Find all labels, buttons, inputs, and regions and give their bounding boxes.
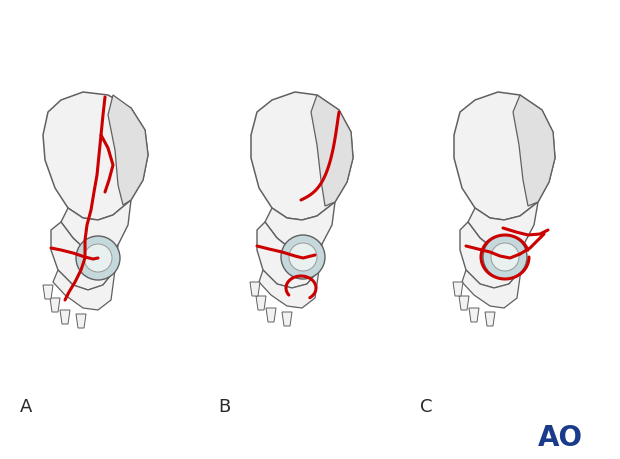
- Circle shape: [281, 235, 325, 279]
- Polygon shape: [43, 92, 148, 220]
- Polygon shape: [282, 312, 292, 326]
- Polygon shape: [61, 200, 131, 255]
- Polygon shape: [53, 270, 115, 310]
- Text: B: B: [218, 398, 230, 416]
- Polygon shape: [51, 222, 118, 290]
- Polygon shape: [462, 270, 521, 308]
- Polygon shape: [265, 202, 335, 254]
- Polygon shape: [453, 282, 463, 296]
- Circle shape: [491, 243, 519, 271]
- Polygon shape: [76, 314, 86, 328]
- Polygon shape: [459, 296, 469, 310]
- Polygon shape: [108, 95, 148, 205]
- Polygon shape: [250, 282, 260, 296]
- Polygon shape: [257, 222, 322, 288]
- Circle shape: [289, 243, 317, 271]
- Polygon shape: [256, 296, 266, 310]
- Polygon shape: [259, 270, 319, 308]
- Polygon shape: [311, 95, 353, 206]
- Text: A: A: [20, 398, 32, 416]
- Polygon shape: [469, 308, 479, 322]
- Polygon shape: [485, 312, 495, 326]
- Polygon shape: [513, 95, 555, 206]
- Polygon shape: [50, 298, 60, 312]
- Circle shape: [76, 236, 120, 280]
- Text: C: C: [420, 398, 433, 416]
- Polygon shape: [43, 285, 53, 299]
- Polygon shape: [60, 310, 70, 324]
- Polygon shape: [454, 92, 555, 220]
- Circle shape: [483, 235, 527, 279]
- Circle shape: [84, 244, 112, 272]
- Polygon shape: [266, 308, 276, 322]
- Polygon shape: [460, 222, 524, 288]
- Text: AO: AO: [538, 424, 583, 452]
- Polygon shape: [468, 202, 538, 254]
- Polygon shape: [251, 92, 353, 220]
